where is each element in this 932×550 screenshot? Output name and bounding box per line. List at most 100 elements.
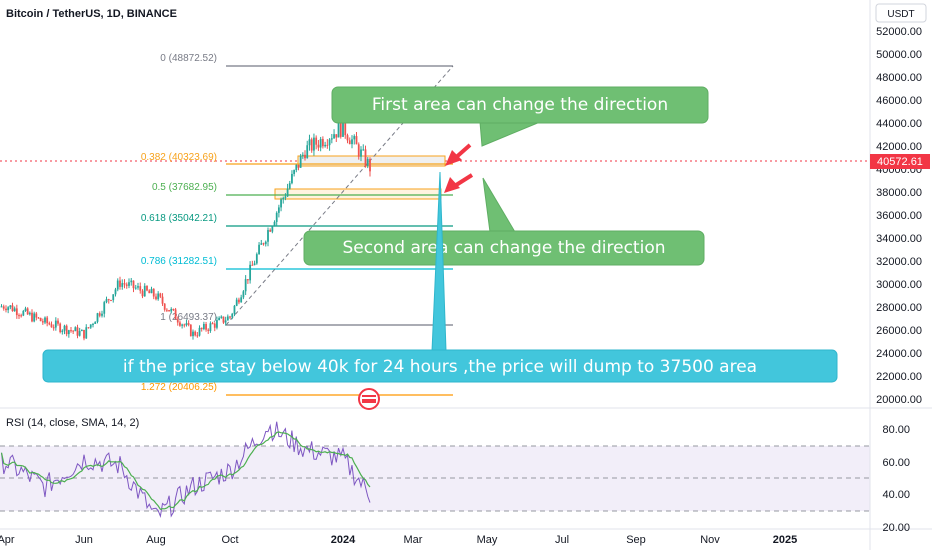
candle-body <box>94 321 97 325</box>
candle-body <box>89 324 92 328</box>
time-tick: Jun <box>75 534 93 546</box>
callout-first-box <box>331 86 709 124</box>
candle-body <box>107 299 110 301</box>
candle-body <box>233 305 236 314</box>
candle-body <box>183 324 186 326</box>
candle-body <box>46 317 49 324</box>
candle-body <box>337 123 340 138</box>
red-arrow-upper-head <box>445 150 462 166</box>
candle-body <box>249 264 252 281</box>
candle-body <box>181 324 184 326</box>
callout-second-box <box>303 230 705 266</box>
candle-body <box>218 317 221 321</box>
candle-body <box>165 309 168 311</box>
rsi-axis[interactable]: 80.00 60.00 40.00 20.00 <box>882 424 910 534</box>
candle-body <box>121 283 124 287</box>
callout-first-tail <box>479 121 541 147</box>
price-tick: 46000.00 <box>876 95 922 107</box>
candle-body <box>364 149 367 166</box>
candle-body <box>157 293 160 300</box>
candle-body <box>72 330 75 332</box>
callout-bottom-box <box>42 349 838 383</box>
candle-body <box>321 138 324 147</box>
time-axis[interactable]: Apr Jun Aug Oct 2024 Mar May Jul Sep Nov… <box>0 534 797 546</box>
callout-first-text: First area can change the direction <box>372 95 668 115</box>
candle-body <box>50 324 53 328</box>
candle-body <box>163 303 166 310</box>
candle-body <box>344 118 347 136</box>
candle-body <box>74 327 77 332</box>
candle-body <box>70 330 72 332</box>
candle-body <box>235 299 238 306</box>
candle-body <box>226 316 229 321</box>
candle-body <box>192 331 194 337</box>
candle-body <box>271 226 274 232</box>
rsi-lines-group <box>0 421 371 519</box>
candle-body <box>229 316 231 318</box>
candle-body <box>231 313 234 318</box>
candle-body <box>105 299 108 303</box>
candle-body <box>246 279 249 281</box>
candle-body <box>20 315 23 317</box>
candle-body <box>299 155 302 168</box>
candle-body <box>366 159 369 166</box>
candle-body <box>187 323 190 325</box>
candle-body <box>342 118 344 137</box>
rsi-tick: 60.00 <box>882 457 910 469</box>
candle-body <box>22 310 25 316</box>
candle-body <box>9 305 12 308</box>
candle-body <box>242 291 245 298</box>
candle-body <box>28 312 31 315</box>
candle-body <box>61 330 64 333</box>
candle-body <box>194 331 197 336</box>
symbol-title[interactable]: Bitcoin / TetherUS, 1D, BINANCE <box>6 8 177 20</box>
currency-badge-box[interactable] <box>875 3 927 23</box>
candle-body <box>211 323 214 325</box>
candle-body <box>196 335 199 337</box>
currency-badge[interactable]: USDT <box>887 9 914 20</box>
candle-body <box>39 317 42 322</box>
candle-body <box>297 164 300 168</box>
candle-body <box>119 280 121 287</box>
event-badge-icon[interactable] <box>358 388 380 410</box>
candle-body <box>353 136 356 140</box>
time-tick: 2025 <box>773 534 797 546</box>
candle-body <box>189 324 192 337</box>
rsi-indicator-label[interactable]: RSI (14, close, SMA, 14, 2) <box>6 417 139 429</box>
callout-first-area[interactable]: First area can change the direction <box>331 86 709 147</box>
event-badge-flag-stripe <box>362 397 376 399</box>
candle-body <box>207 329 210 331</box>
candle-body <box>209 323 212 331</box>
candle-body <box>262 243 265 245</box>
candle-body <box>282 197 285 200</box>
candle-body <box>141 290 144 297</box>
candle-body <box>357 144 360 157</box>
candle-body <box>48 323 51 325</box>
fib-label-1272: 1.272 (20406.25) <box>141 382 217 393</box>
candle-body <box>328 139 331 146</box>
time-tick: Nov <box>700 534 720 546</box>
candle-body <box>76 327 79 336</box>
time-tick: 2024 <box>331 534 356 546</box>
callout-bottom[interactable]: if the price stay below 40k for 24 hours… <box>42 171 838 383</box>
candle-body <box>37 317 40 319</box>
candle-body <box>159 293 162 297</box>
fib-label-0382: 0.382 (40323.69) <box>141 152 217 163</box>
fib-zone-05 <box>274 188 442 200</box>
candle-body <box>291 173 293 184</box>
price-tick: 32000.00 <box>876 256 922 268</box>
candle-body <box>267 230 269 242</box>
candle-body <box>33 313 36 322</box>
candle-body <box>155 296 157 300</box>
time-tick: Jul <box>555 534 569 546</box>
candle-body <box>150 288 153 294</box>
candle-body <box>24 308 27 311</box>
price-tick: 38000.00 <box>876 187 922 199</box>
price-axis[interactable]: 52000.00 50000.00 48000.00 46000.00 4400… <box>876 26 922 406</box>
candle-body <box>304 154 306 159</box>
red-arrow-upper <box>445 143 472 166</box>
callout-second-area[interactable]: Second area can change the direction <box>303 177 705 266</box>
price-tick: 28000.00 <box>876 302 922 314</box>
candle-body <box>277 207 280 213</box>
